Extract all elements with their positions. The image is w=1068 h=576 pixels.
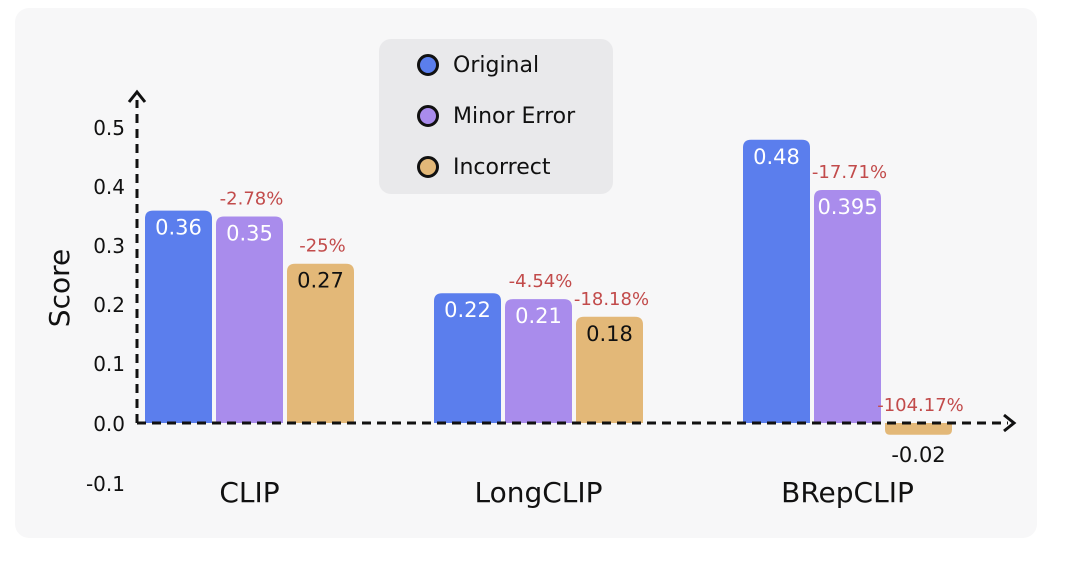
- value-label-longclip-incorrect: 0.18: [586, 322, 633, 346]
- change-label-brepclip-minor-error: -17.71%: [812, 162, 887, 183]
- y-tick-label: 0.0: [93, 412, 125, 436]
- category-label-longclip: LongCLIP: [474, 476, 602, 509]
- value-label-longclip-original: 0.22: [444, 298, 491, 322]
- legend-label-minor-error: Minor Error: [453, 103, 576, 129]
- category-label-clip: CLIP: [219, 476, 279, 509]
- bar-longclip-incorrect: [576, 316, 643, 423]
- legend-swatch-original: [417, 54, 439, 76]
- bar-longclip-original: [434, 293, 501, 423]
- bar-clip-original: [145, 210, 212, 423]
- y-tick-label: -0.1: [86, 472, 125, 496]
- legend-item-incorrect: Incorrect: [417, 152, 550, 182]
- change-label-clip-minor-error: -2.78%: [220, 189, 284, 210]
- bar-brepclip-incorrect: [885, 423, 952, 435]
- value-label-brepclip-incorrect: -0.02: [891, 443, 945, 467]
- labels-layer: 0.36 0.35 -2.78% 0.27 -25% CLIP 0.22 0.21 -4.54%…: [155, 145, 964, 509]
- change-label-longclip-minor-error: -4.54%: [509, 271, 573, 292]
- y-tick-label: 0.1: [93, 352, 125, 376]
- change-label-clip-incorrect: -25%: [299, 236, 346, 257]
- y-axis-title: Score: [43, 249, 76, 327]
- category-label-brepclip: BRepCLIP: [781, 476, 914, 509]
- legend-label-original: Original: [453, 52, 540, 78]
- y-tick-label: 0.2: [93, 293, 125, 317]
- bar-longclip-minor-error: [505, 299, 572, 423]
- legend: Original Minor Error Incorrect: [379, 39, 613, 194]
- legend-swatch-incorrect: [417, 156, 439, 178]
- change-label-longclip-incorrect: -18.18%: [574, 289, 649, 310]
- bar-clip-minor-error: [216, 216, 283, 423]
- x-axis-arrow-icon: [1003, 413, 1017, 433]
- legend-label-incorrect: Incorrect: [453, 154, 551, 180]
- value-label-clip-minor-error: 0.35: [226, 222, 273, 246]
- legend-swatch-minor-error: [417, 105, 439, 127]
- bar-clip-incorrect: [287, 263, 354, 423]
- y-axis-arrow-icon: [127, 89, 147, 103]
- y-tick-label: 0.5: [93, 116, 125, 140]
- value-label-clip-incorrect: 0.27: [297, 269, 344, 293]
- legend-item-original: Original: [417, 50, 539, 80]
- y-tick-label: 0.3: [93, 234, 125, 258]
- legend-item-minor-error: Minor Error: [417, 101, 575, 131]
- value-label-clip-original: 0.36: [155, 216, 202, 240]
- bar-brepclip-original: [743, 139, 810, 424]
- y-tick-label: 0.4: [93, 175, 125, 199]
- value-label-brepclip-original: 0.48: [753, 145, 800, 169]
- axes-layer: 0.5 0.4 0.3 0.2 0.1 0.0 -0.1 Score: [43, 89, 1017, 496]
- value-label-brepclip-minor-error: 0.395: [817, 195, 877, 219]
- bar-brepclip-minor-error: [814, 189, 881, 423]
- bars-layer: [145, 139, 952, 435]
- value-label-longclip-minor-error: 0.21: [515, 304, 562, 328]
- change-label-brepclip-incorrect: -104.17%: [877, 395, 964, 416]
